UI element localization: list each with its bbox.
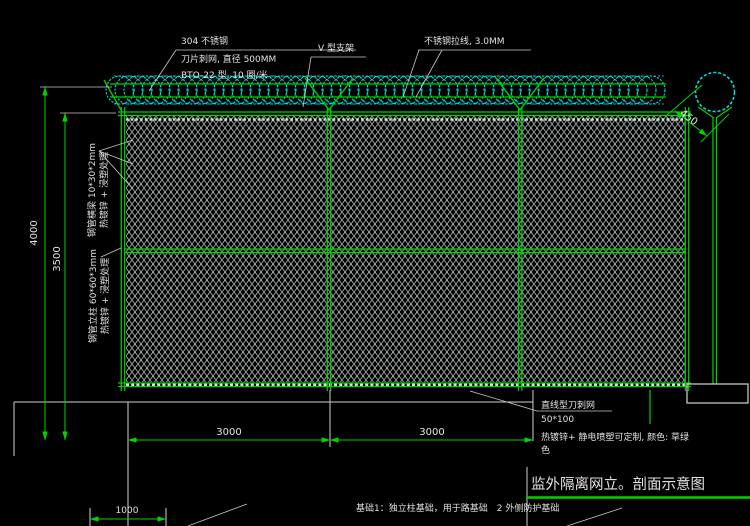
v-bracket-label: V 型支架: [318, 42, 354, 54]
wire-leader-1: [402, 49, 420, 98]
tension-wire-label: 不锈钢拉线, 3.0MM: [424, 35, 505, 47]
dim-foundation-width: 1000: [116, 506, 139, 516]
fence-mesh: [126, 116, 685, 387]
mesh-spec-leader: [469, 390, 538, 412]
post-spec-line2: 热镀锌 + 浸塑处理: [99, 258, 111, 334]
dimension-lines: [40, 86, 534, 522]
post-spec-line1: 钢管立柱 60*60*3mm: [87, 249, 99, 343]
razor-spec-line3: BTO-22 型, 10 圈/米: [181, 69, 268, 81]
razor-spec-leader: [148, 49, 177, 92]
v-bracket-right: [495, 77, 545, 112]
leader-lines: [98, 49, 623, 526]
rail-spec-leader-1: [98, 139, 134, 152]
post-spec-leader: [100, 247, 122, 258]
detail-ext-line-1: [666, 84, 703, 116]
dim-panel-span-1: 3000: [216, 427, 241, 438]
rail-spec-leader-2: [98, 150, 134, 165]
coil-section-circle: [694, 71, 736, 113]
dim-overall-height: 4000: [29, 220, 40, 245]
ground-lines: [13, 390, 651, 526]
end-bracket-arm: [103, 79, 122, 111]
dim-fence-height: 3500: [52, 246, 63, 271]
mesh-spec-line1: 直线型刀刺网: [541, 399, 595, 411]
footnote-leader-1: [187, 503, 248, 526]
razor-spec-line2: 刀片刺网, 直径 500MM: [181, 53, 276, 65]
title-block: [526, 467, 750, 526]
mesh-spec-line2: 50*100: [541, 415, 574, 425]
rail-spec-line1: 钢管横梁 10*30*2mm: [86, 143, 98, 237]
dim-panel-span-2: 3000: [419, 427, 444, 438]
detail-ext-line-2: [700, 113, 730, 143]
mesh-spec-line3: 热镀锌+ 静电喷塑可定制, 颜色: 草绿: [541, 431, 689, 443]
v-bracket-left: [304, 77, 354, 112]
razor-spec-line1: 304 不锈钢: [181, 35, 228, 47]
detail-section: [666, 71, 749, 404]
detail-v-arm-right: [715, 106, 733, 119]
detail-foundation-block: [686, 383, 749, 404]
coil-diameter-dim-line: [674, 110, 708, 137]
rail-spec-leader-3: [98, 150, 134, 190]
wire-leader-2: [415, 49, 443, 98]
fence-posts: [120, 107, 690, 391]
footnote-leader-2: [566, 507, 623, 526]
rail-spec-line2: 热镀锌 + 浸塑处理: [98, 152, 110, 228]
drawing-title: 监外隔离网立。剖面示意图: [531, 475, 705, 493]
v-bracket-leader: [302, 56, 312, 108]
footnote-text: 基础1：独立柱基础，用于路基础 2 外侧防护基础: [356, 502, 559, 514]
fence-frame: [103, 77, 691, 391]
mesh-spec-line4: 色: [541, 444, 550, 456]
razor-coil: [105, 75, 666, 105]
